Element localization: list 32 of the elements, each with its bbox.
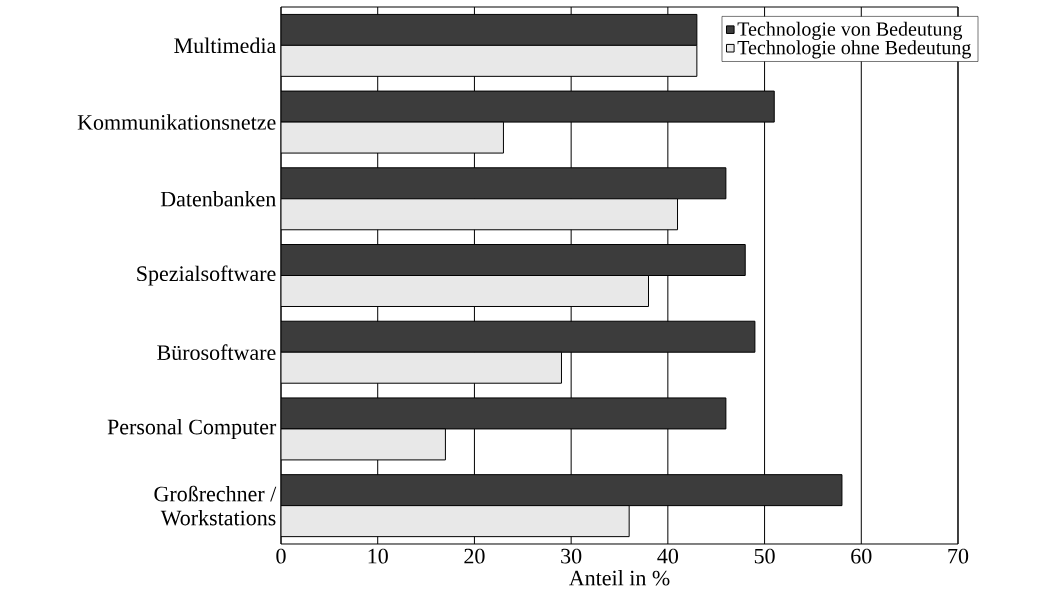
legend-label: Technologie ohne Bedeutung <box>737 40 971 59</box>
bar <box>281 121 504 154</box>
y-tick-label: Großrechner / Workstations <box>154 485 277 526</box>
bar <box>281 44 698 77</box>
y-tick-label: Kommunikationsnetze <box>77 114 276 130</box>
bar <box>281 198 679 231</box>
x-tick-label: 40 <box>657 548 679 564</box>
x-tick-label: 30 <box>561 548 582 564</box>
legend-label: Technologie von Bedeutung <box>737 21 963 40</box>
bar <box>281 474 843 507</box>
bar <box>281 90 775 123</box>
x-tick-label: 70 <box>948 548 969 564</box>
x-tick-label: 50 <box>754 548 775 564</box>
bar <box>281 167 727 200</box>
bar <box>281 351 562 384</box>
bar <box>281 275 650 307</box>
bar <box>281 428 446 461</box>
x-tick-label: 20 <box>464 548 485 564</box>
bar <box>281 244 746 276</box>
y-tick-label: Multimedia <box>174 37 277 54</box>
y-tick-label: Datenbanken <box>160 191 276 207</box>
bar <box>281 13 698 46</box>
y-tick-label: Spezialsoftware <box>137 265 276 286</box>
bar <box>281 397 727 430</box>
x-tick-label: 0 <box>276 548 286 564</box>
x-tick-label: 60 <box>851 548 872 564</box>
x-tick-label: 10 <box>368 548 388 564</box>
y-tick-label: Bürosoftware <box>157 344 276 361</box>
bar <box>281 505 630 538</box>
bar <box>281 320 756 353</box>
y-tick-label: Personal Computer <box>107 418 277 439</box>
x-axis-title: Anteil in % <box>568 570 670 586</box>
